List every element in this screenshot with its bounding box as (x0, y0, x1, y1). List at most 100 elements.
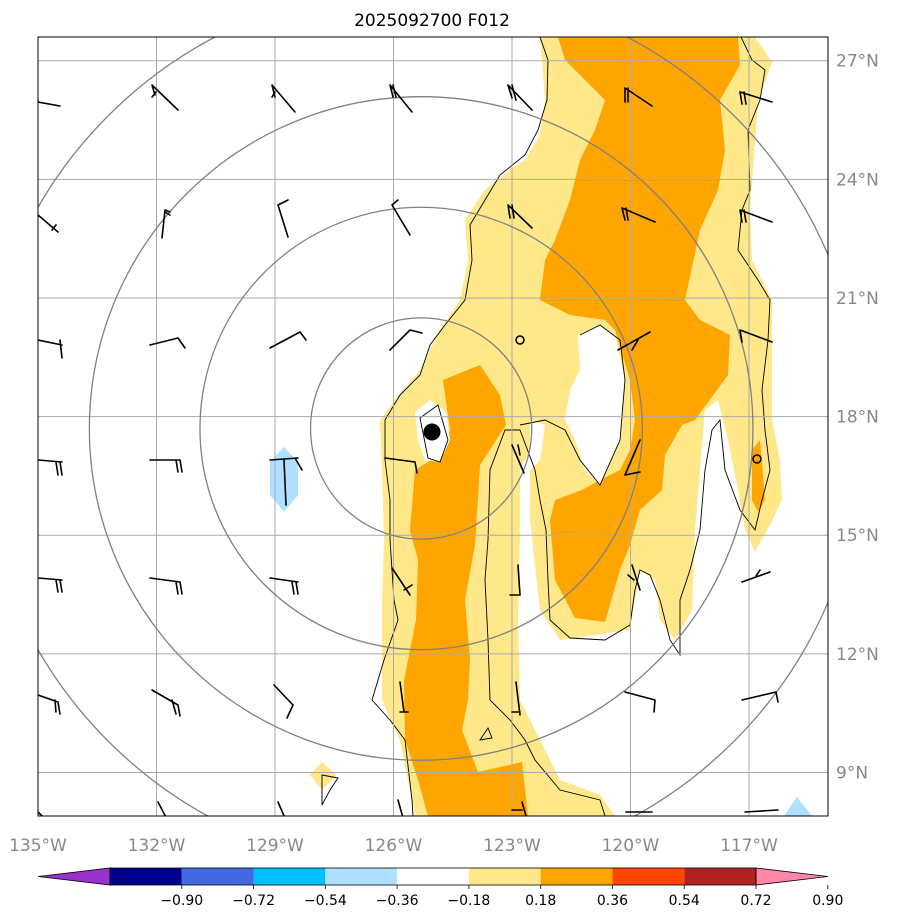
lon-label: 129°W (246, 836, 304, 856)
wind-barb (269, 331, 307, 349)
orange-region-west (404, 365, 528, 816)
lat-label: 18°N (836, 408, 879, 428)
wind-barb (389, 84, 413, 113)
blue-patch-se (784, 797, 812, 816)
storm-center-marker (423, 423, 441, 441)
colorbar-box (612, 868, 685, 885)
lon-label: 123°W (483, 836, 541, 856)
colorbar-box (325, 868, 398, 885)
colorbar-label: 0.36 (597, 893, 628, 909)
colorbar-outline (109, 867, 757, 886)
lat-label: 15°N (836, 526, 879, 546)
wind-barb (624, 439, 641, 476)
range-rings (38, 37, 828, 816)
range-ring (309, 317, 533, 540)
wind-barb (509, 564, 521, 596)
colorbar-label: −0.36 (376, 893, 419, 909)
white-hole-center (565, 325, 625, 485)
wind-barb (384, 457, 418, 474)
lon-label: 132°W (128, 836, 186, 856)
wind-barb (38, 694, 61, 715)
wind-barb (38, 577, 63, 593)
orange-region-east (540, 37, 740, 622)
range-ring (88, 96, 754, 761)
wind-barb (277, 801, 285, 816)
map-area (38, 37, 828, 816)
wind-barb (624, 691, 656, 713)
wind-barb (741, 691, 779, 703)
minor-marker (752, 454, 762, 464)
wind-barb (741, 569, 771, 583)
range-ring (199, 206, 643, 651)
colorbar-box (540, 868, 613, 885)
wind-barb (507, 84, 533, 111)
colorbar-box (181, 868, 254, 885)
wind-barb (624, 87, 653, 107)
colorbar-box (397, 868, 469, 885)
wind-barb (157, 801, 167, 816)
wind-barb (38, 459, 63, 476)
wind-barbs (38, 84, 779, 816)
lon-label: 120°W (602, 836, 660, 856)
lon-label: 135°W (9, 836, 67, 856)
colorbar-box (110, 868, 182, 885)
colorbar: −0.90 −0.72 −0.54 −0.36 −0.18 0.18 0.36 0.54 0.7… (37, 867, 843, 909)
colorbar-label: −0.18 (447, 893, 490, 909)
wind-barb (38, 339, 63, 359)
graticule (38, 37, 828, 816)
colorbar-label: −0.54 (304, 893, 347, 909)
lat-label: 27°N (836, 52, 879, 72)
colorbar-label: −0.72 (232, 893, 275, 909)
wind-barb (739, 209, 773, 223)
colorbar-label: 0.54 (669, 893, 700, 909)
wind-barb (391, 199, 411, 236)
colorbar-extend-min (37, 867, 111, 886)
wind-barb (271, 84, 296, 113)
wind-barb (161, 209, 171, 239)
wind-barb (397, 799, 404, 816)
wind-barb (38, 811, 43, 816)
wind-barb (621, 207, 656, 223)
wind-barb (391, 567, 413, 596)
anomaly-fill (270, 37, 812, 816)
wind-barb (149, 459, 183, 473)
wind-barb (149, 577, 183, 595)
lat-label: 9°N (836, 764, 868, 784)
white-notch (530, 420, 545, 470)
wind-barb (38, 99, 61, 107)
lat-label: 21°N (836, 289, 879, 309)
wind-barb (627, 564, 641, 591)
wind-barb (617, 331, 651, 351)
wind-barb (389, 329, 423, 351)
wind-barb (151, 689, 181, 717)
colorbar-label: 0.90 (812, 893, 843, 909)
lat-label: 12°N (836, 645, 879, 665)
colorbar-label: 0.72 (740, 893, 771, 909)
wind-barb (511, 801, 527, 816)
wind-barb (739, 329, 773, 343)
orange-strip-117w (752, 440, 765, 512)
map-frame (37, 36, 829, 817)
wind-barb (38, 214, 59, 233)
yellow-patch-south (310, 762, 337, 790)
wind-barb (739, 91, 773, 105)
longitude-labels: 135°W 132°W 129°W 126°W 123°W 120°W 117°W (9, 836, 778, 856)
wind-barb (277, 199, 289, 238)
wind-barb (151, 84, 179, 111)
wind-barb (149, 337, 186, 349)
wind-barb (399, 681, 409, 713)
lon-label: 117°W (720, 836, 778, 856)
wind-barb (273, 684, 294, 719)
colorbar-label: −0.90 (160, 893, 203, 909)
colorbar-label: 0.18 (525, 893, 556, 909)
wind-barb (269, 457, 303, 506)
latitude-labels: 27°N 24°N 21°N 18°N 15°N 12°N 9°N (836, 52, 879, 784)
blue-patch-129w (270, 447, 298, 512)
colorbar-box (684, 868, 756, 885)
lat-label: 24°N (836, 170, 879, 190)
wind-barb (744, 809, 779, 813)
lon-label: 126°W (365, 836, 423, 856)
wind-barb (511, 444, 525, 474)
map-title: 2025092700 F012 (354, 11, 510, 31)
